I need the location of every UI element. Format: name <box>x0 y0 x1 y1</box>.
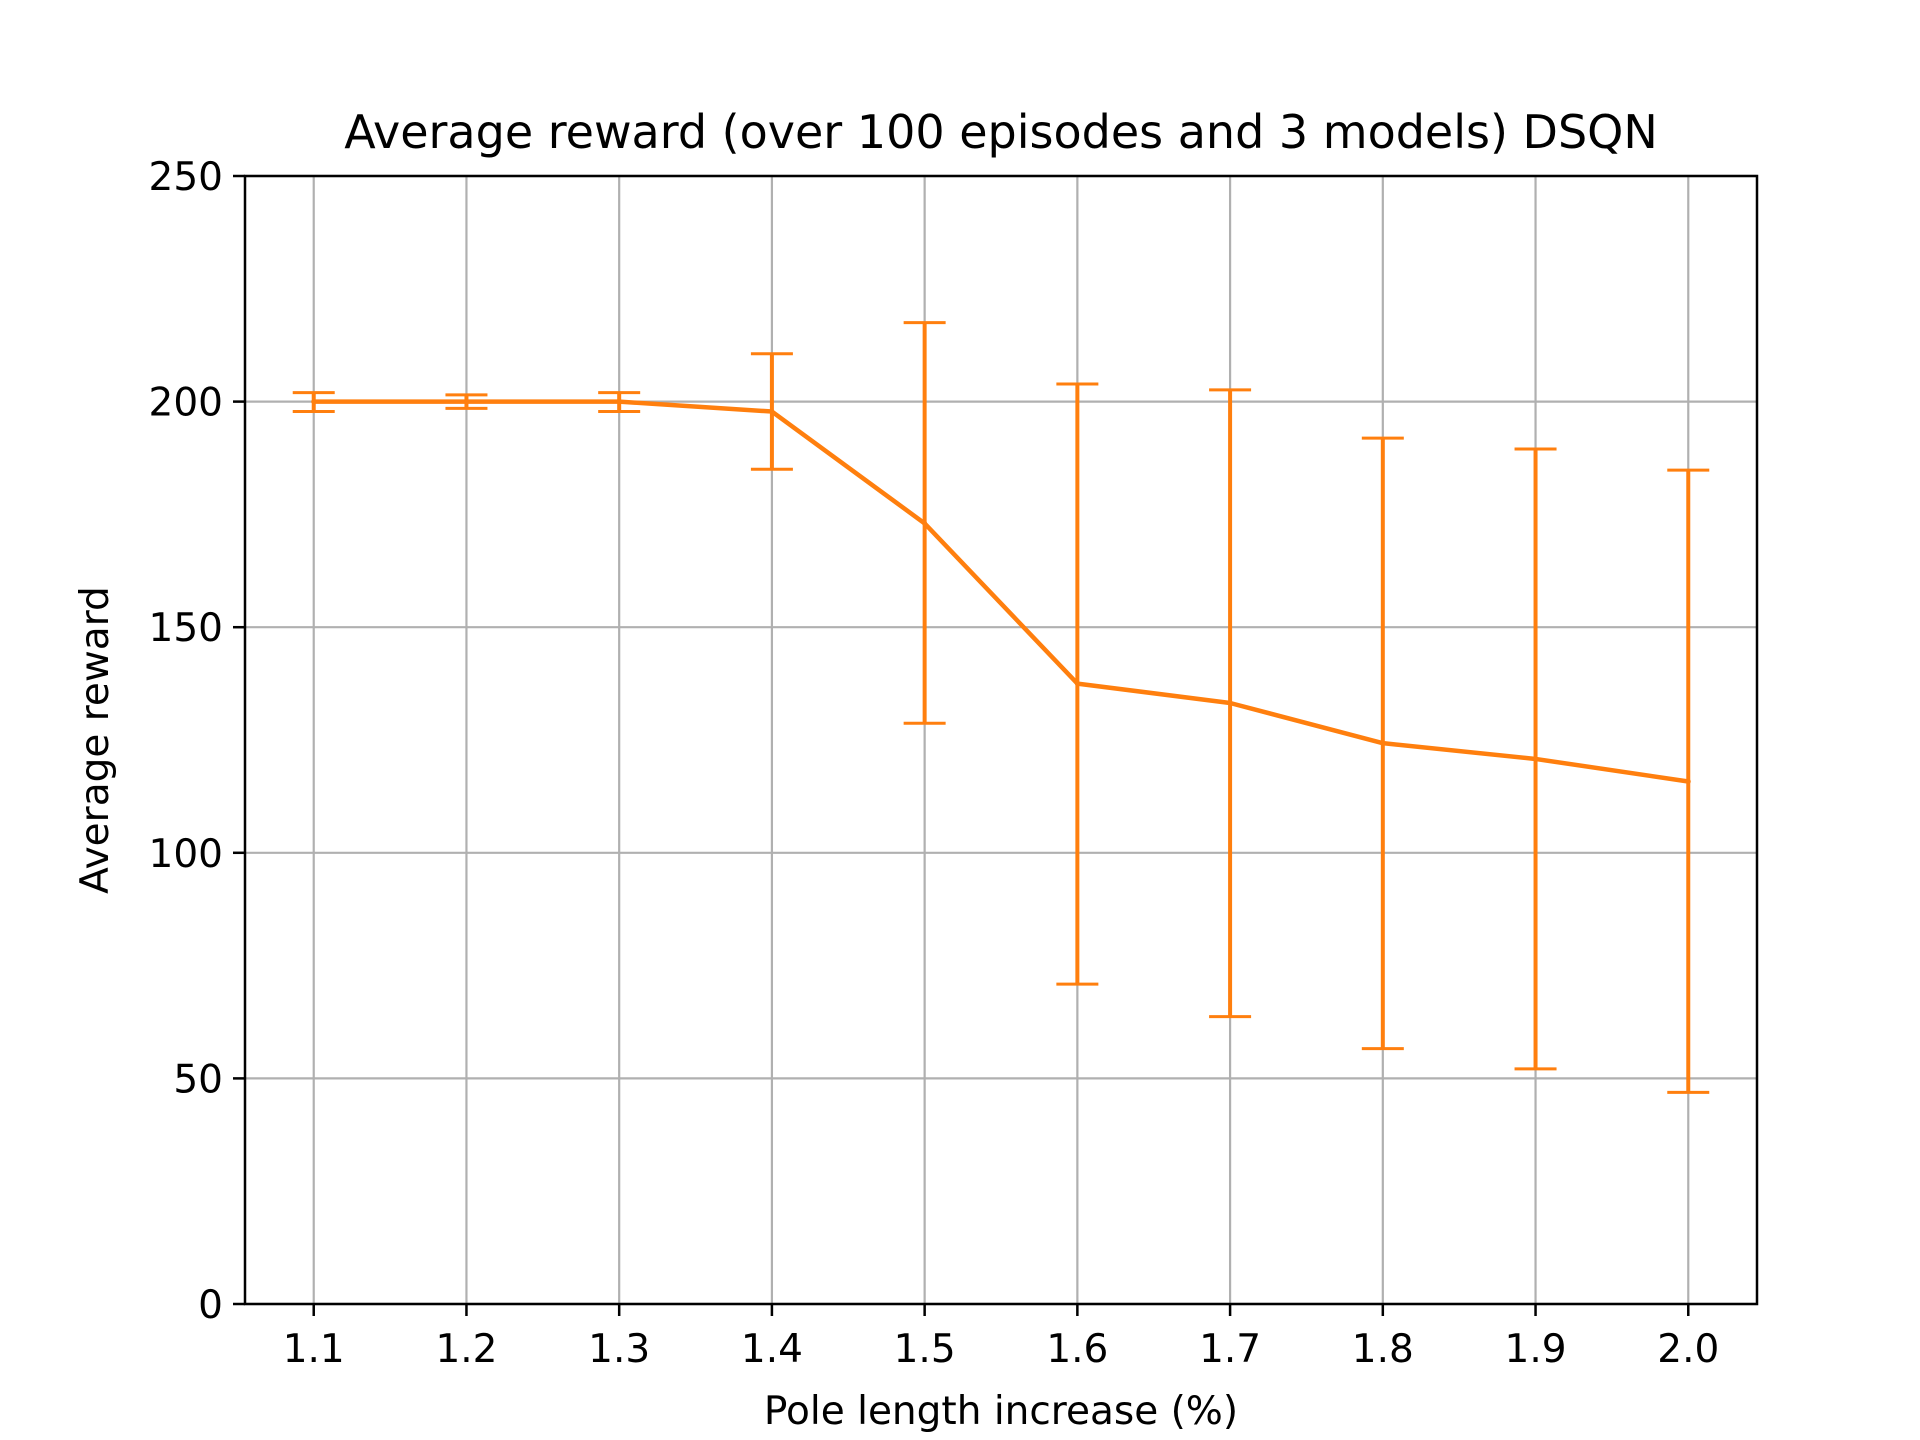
data-point <box>1074 681 1080 687</box>
x-tick-label: 1.2 <box>435 1327 497 1372</box>
y-tick-label: 0 <box>198 1283 223 1328</box>
y-tick-label: 150 <box>149 606 223 651</box>
x-tick-label: 1.5 <box>894 1327 956 1372</box>
y-axis-label: Average reward <box>73 586 118 894</box>
data-point <box>1380 740 1386 746</box>
data-point <box>463 399 469 405</box>
data-point <box>616 399 622 405</box>
x-tick-label: 1.3 <box>588 1327 650 1372</box>
x-tick-label: 1.4 <box>741 1327 803 1372</box>
plot-area-frame <box>243 174 1759 1306</box>
data-point <box>1533 756 1539 762</box>
y-tick-label: 250 <box>149 155 223 200</box>
x-tick-label: 1.9 <box>1505 1327 1567 1372</box>
grid <box>245 174 1757 1306</box>
x-tick-label: 1.1 <box>283 1327 345 1372</box>
series-line <box>313 399 1689 784</box>
data-point <box>1685 779 1691 785</box>
chart-title: Average reward (over 100 episodes and 3 … <box>344 105 1658 159</box>
x-tick-label: 2.0 <box>1657 1327 1719 1372</box>
y-tick-label: 100 <box>149 832 223 877</box>
x-axis-label: Pole length increase (%) <box>764 1389 1238 1434</box>
x-tick-label: 1.6 <box>1046 1327 1108 1372</box>
x-tick-label: 1.7 <box>1199 1327 1261 1372</box>
data-point <box>769 409 775 415</box>
y-tick-label: 200 <box>149 381 223 426</box>
data-point <box>311 399 317 405</box>
data-point <box>922 520 928 526</box>
ticks: 1.1 1.2 1.3 1.4 1.5 1.6 1.7 1.8 1.9 2.0 0 50 100 150 2… <box>149 155 1720 1372</box>
data-point <box>1227 700 1233 706</box>
x-tick-label: 1.8 <box>1352 1327 1414 1372</box>
series-layer <box>292 321 1710 1094</box>
y-tick-label: 50 <box>173 1057 223 1102</box>
